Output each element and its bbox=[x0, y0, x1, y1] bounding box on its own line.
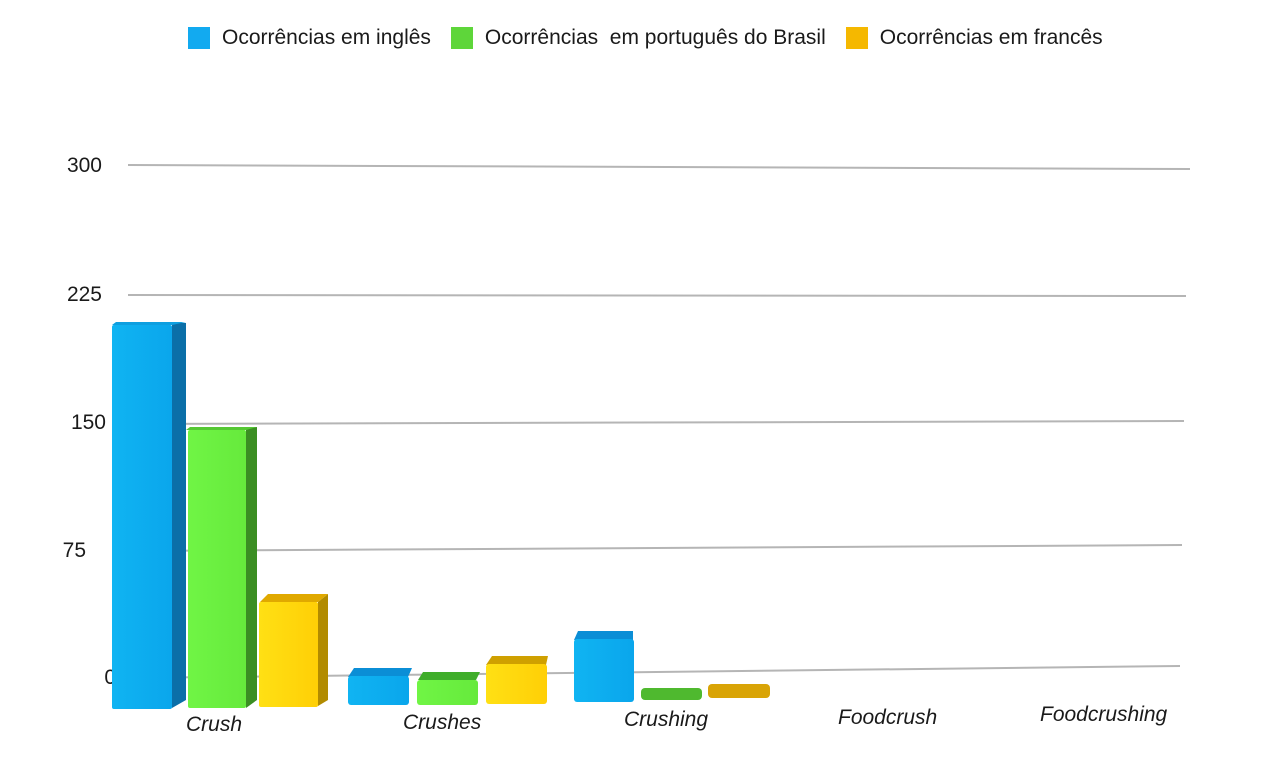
bar-group-crushes bbox=[348, 656, 548, 705]
x-tick-foodcrush: Foodcrush bbox=[838, 706, 938, 729]
legend-label-english: Ocorrências em inglês bbox=[222, 26, 431, 49]
gridlines bbox=[127, 164, 1191, 679]
bar-group-crushing bbox=[574, 631, 770, 702]
y-tick-75: 75 bbox=[62, 539, 86, 562]
legend-item-french: Ocorrências em francês bbox=[845, 26, 1103, 50]
chart-legend: Ocorrências em inglês Ocorrências em por… bbox=[188, 26, 1123, 50]
x-tick-crushing: Crushing bbox=[624, 708, 709, 731]
legend-swatch-french bbox=[845, 27, 868, 49]
legend-label-portuguese: Ocorrências em português do Brasil bbox=[484, 26, 826, 49]
bar-group-crush bbox=[112, 322, 328, 709]
legend-item-portuguese: Ocorrências em português do Brasil bbox=[450, 26, 826, 50]
legend-item-english: Ocorrências em inglês bbox=[188, 26, 431, 50]
x-tick-crush: Crush bbox=[186, 713, 243, 736]
legend-swatch-english bbox=[188, 27, 210, 49]
y-tick-150: 150 bbox=[70, 411, 106, 434]
x-tick-foodcrushing: Foodcrushing bbox=[1040, 703, 1168, 726]
y-tick-0: 0 bbox=[104, 666, 116, 689]
x-tick-crushes: Crushes bbox=[403, 711, 482, 734]
legend-swatch-portuguese bbox=[450, 27, 473, 49]
y-tick-300: 300 bbox=[66, 154, 102, 177]
y-tick-225: 225 bbox=[66, 283, 102, 306]
legend-label-french: Ocorrências em francês bbox=[879, 26, 1103, 49]
